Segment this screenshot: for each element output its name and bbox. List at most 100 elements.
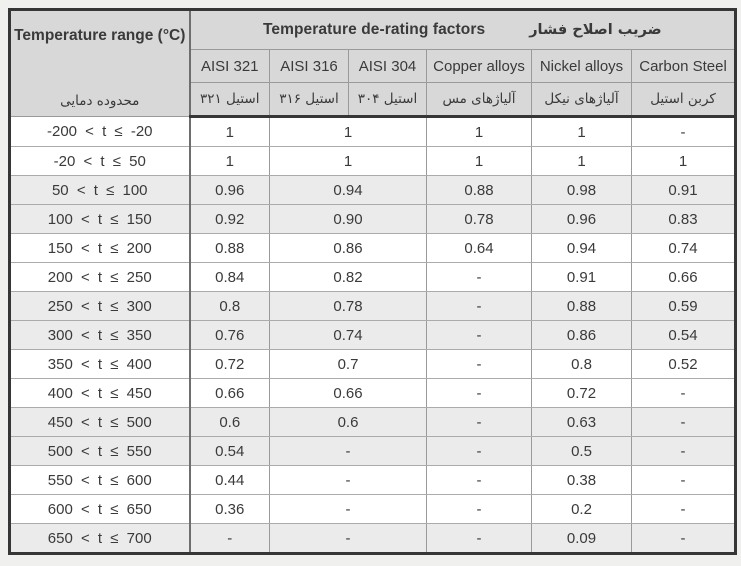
aisi321-value: 0.84 xyxy=(189,262,270,292)
copper-value: 0.78 xyxy=(426,204,532,234)
table-row: 300 < t ≤ 350 0.76 0.74 - 0.86 0.54 xyxy=(9,320,737,350)
header-columns-fa-row: استیل ۳۲۱ استیل ۳۱۶ استیل ۳۰۴ آلیاژهای م… xyxy=(10,82,737,118)
aisi321-value: 1 xyxy=(189,146,270,176)
nickel-value: 0.72 xyxy=(531,378,632,408)
aisi316-304-value: 0.7 xyxy=(269,349,427,379)
aisi316-304-value: 0.94 xyxy=(269,175,427,205)
nickel-value: 0.38 xyxy=(531,465,632,495)
table-row: 350 < t ≤ 400 0.72 0.7 - 0.8 0.52 xyxy=(9,349,737,379)
nickel-value: 0.09 xyxy=(531,523,632,554)
carbon-value: - xyxy=(630,465,737,495)
aisi316-304-value: - xyxy=(269,523,427,554)
temperature-range-title-en: Temperature range (°C) xyxy=(14,26,186,44)
header-columns-en-row: AISI 321 AISI 316 AISI 304 Copper alloys… xyxy=(10,49,737,83)
carbon-value: 0.83 xyxy=(630,204,737,234)
carbon-value: - xyxy=(630,407,737,437)
aisi321-value: 1 xyxy=(189,116,270,147)
column-header-nickel-fa: آلیاژهای نیکل xyxy=(531,82,632,118)
nickel-value: 1 xyxy=(531,116,632,147)
nickel-value: 0.86 xyxy=(531,320,632,350)
copper-value: - xyxy=(426,523,532,554)
copper-value: - xyxy=(426,465,532,495)
temp-range-cell: 150 < t ≤ 200 xyxy=(9,233,191,263)
group-title-cell: Temperature de-rating factors ضریب اصلاح… xyxy=(188,9,737,50)
column-header-aisi304-en: AISI 304 xyxy=(348,49,427,83)
table-row: 450 < t ≤ 500 0.6 0.6 - 0.63 - xyxy=(9,407,737,437)
column-header-copper-fa: آلیاژهای مس xyxy=(426,82,532,118)
table-row: 250 < t ≤ 300 0.8 0.78 - 0.88 0.59 xyxy=(9,291,737,321)
table-row: 50 < t ≤ 100 0.96 0.94 0.88 0.98 0.91 xyxy=(9,175,737,205)
carbon-value: 0.91 xyxy=(630,175,737,205)
temp-range-cell: 600 < t ≤ 650 xyxy=(9,494,191,524)
table-row: 100 < t ≤ 150 0.92 0.90 0.78 0.96 0.83 xyxy=(9,204,737,234)
copper-value: 0.88 xyxy=(426,175,532,205)
aisi316-304-value: - xyxy=(269,465,427,495)
nickel-value: 0.5 xyxy=(531,436,632,466)
group-title-content: Temperature de-rating factors ضریب اصلاح… xyxy=(193,21,733,39)
table-row: 550 < t ≤ 600 0.44 - - 0.38 - xyxy=(9,465,737,495)
temp-range-cell: 550 < t ≤ 600 xyxy=(9,465,191,495)
aisi316-304-value: 1 xyxy=(269,116,427,147)
copper-value: - xyxy=(426,407,532,437)
column-header-aisi316-fa: استیل ۳۱۶ xyxy=(269,82,349,118)
aisi316-304-value: 1 xyxy=(269,146,427,176)
nickel-value: 0.98 xyxy=(531,175,632,205)
carbon-value: 0.54 xyxy=(630,320,737,350)
nickel-value: 0.2 xyxy=(531,494,632,524)
table-row: 650 < t ≤ 700 - - - 0.09 - xyxy=(9,523,737,554)
copper-value: - xyxy=(426,436,532,466)
carbon-value: - xyxy=(630,116,737,147)
carbon-value: 0.52 xyxy=(630,349,737,379)
aisi316-304-value: - xyxy=(269,436,427,466)
copper-value: 1 xyxy=(426,146,532,176)
column-header-aisi316-en: AISI 316 xyxy=(269,49,349,83)
carbon-value: - xyxy=(630,378,737,408)
copper-value: - xyxy=(426,349,532,379)
carbon-value: 0.74 xyxy=(630,233,737,263)
temp-range-cell: 350 < t ≤ 400 xyxy=(9,349,191,379)
aisi316-304-value: - xyxy=(269,494,427,524)
column-header-aisi321-fa: استیل ۳۲۱ xyxy=(189,82,270,118)
column-header-carbon-fa: کربن استیل xyxy=(630,82,737,118)
table-row: 600 < t ≤ 650 0.36 - - 0.2 - xyxy=(9,494,737,524)
table-row: 200 < t ≤ 250 0.84 0.82 - 0.91 0.66 xyxy=(9,262,737,292)
aisi316-304-value: 0.78 xyxy=(269,291,427,321)
temp-range-cell: 250 < t ≤ 300 xyxy=(9,291,191,321)
aisi316-304-value: 0.66 xyxy=(269,378,427,408)
aisi321-value: 0.36 xyxy=(189,494,270,524)
group-title-fa: ضریب اصلاح فشار xyxy=(529,22,662,38)
copper-value: 1 xyxy=(426,116,532,147)
table-row: 400 < t ≤ 450 0.66 0.66 - 0.72 - xyxy=(9,378,737,408)
aisi321-value: 0.66 xyxy=(189,378,270,408)
aisi321-value: 0.96 xyxy=(189,175,270,205)
aisi316-304-value: 0.86 xyxy=(269,233,427,263)
corner-header-cell: Temperature range (°C) محدوده دمایی xyxy=(9,9,191,117)
nickel-value: 0.8 xyxy=(531,349,632,379)
aisi321-value: 0.72 xyxy=(189,349,270,379)
aisi316-304-value: 0.90 xyxy=(269,204,427,234)
nickel-value: 0.94 xyxy=(531,233,632,263)
aisi321-value: 0.44 xyxy=(189,465,270,495)
column-header-aisi321-en: AISI 321 xyxy=(189,49,270,83)
column-header-nickel-en: Nickel alloys xyxy=(531,49,632,83)
temp-range-cell: 500 < t ≤ 550 xyxy=(9,436,191,466)
nickel-value: 0.63 xyxy=(531,407,632,437)
temp-range-cell: 450 < t ≤ 500 xyxy=(9,407,191,437)
table-row: 500 < t ≤ 550 0.54 - - 0.5 - xyxy=(9,436,737,466)
copper-value: - xyxy=(426,262,532,292)
aisi321-value: 0.8 xyxy=(189,291,270,321)
temperature-derating-table: Temperature range (°C) محدوده دمایی Temp… xyxy=(8,8,738,555)
aisi321-value: 0.88 xyxy=(189,233,270,263)
temperature-range-title-fa: محدوده دمایی xyxy=(60,92,140,109)
carbon-value: - xyxy=(630,436,737,466)
carbon-value: 0.59 xyxy=(630,291,737,321)
copper-value: - xyxy=(426,291,532,321)
nickel-value: 0.91 xyxy=(531,262,632,292)
aisi321-value: 0.54 xyxy=(189,436,270,466)
temp-range-cell: 50 < t ≤ 100 xyxy=(9,175,191,205)
nickel-value: 0.96 xyxy=(531,204,632,234)
temp-range-cell: 100 < t ≤ 150 xyxy=(9,204,191,234)
aisi321-value: - xyxy=(189,523,270,554)
aisi316-304-value: 0.82 xyxy=(269,262,427,292)
